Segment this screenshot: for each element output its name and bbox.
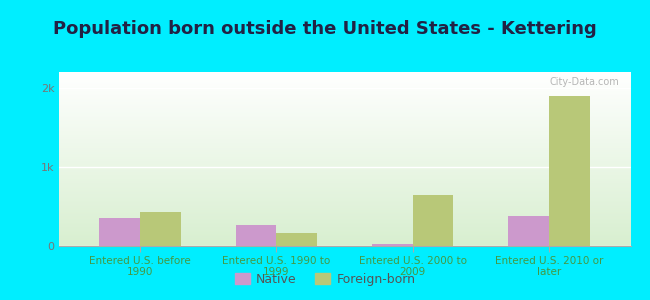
Legend: Native, Foreign-born: Native, Foreign-born [229,268,421,291]
Bar [276,233,317,246]
Bar [508,216,549,246]
Bar [372,244,413,246]
Bar [235,225,276,246]
Bar [413,195,454,246]
Text: City-Data.com: City-Data.com [549,77,619,87]
Text: Population born outside the United States - Kettering: Population born outside the United State… [53,20,597,38]
Bar [99,218,140,246]
Bar [140,212,181,246]
Bar [549,96,590,246]
